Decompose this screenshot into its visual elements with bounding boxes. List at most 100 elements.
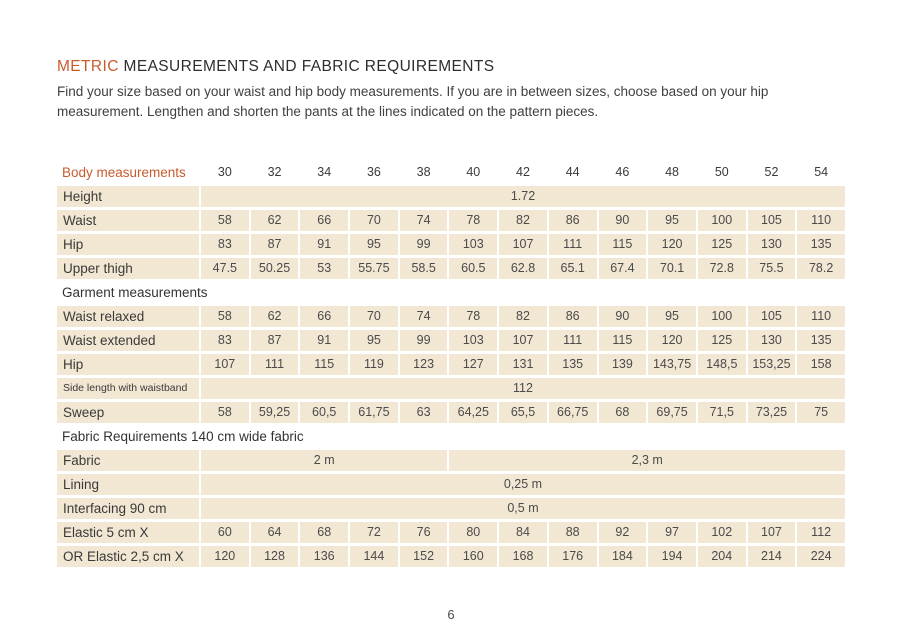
size-column-header: 36 xyxy=(366,165,381,179)
value-cell: 131 xyxy=(499,353,547,375)
value-cell: 95 xyxy=(648,209,696,231)
value-cell: 102 xyxy=(697,521,746,543)
value-cell: 139 xyxy=(598,353,647,375)
value-cell: 120 xyxy=(648,329,696,351)
value-cell: 115 xyxy=(598,329,647,351)
value-cell: 66,75 xyxy=(548,401,597,423)
value-cell: 91 xyxy=(300,233,349,255)
value-cell: 224 xyxy=(797,545,845,567)
value-cell: 70 xyxy=(350,305,398,327)
size-column-header: 42 xyxy=(516,165,530,179)
page-title: METRIC MEASUREMENTS AND FABRIC REQUIREME… xyxy=(57,58,843,76)
value-cell: 86 xyxy=(548,305,597,327)
value-cell: 125 xyxy=(697,233,746,255)
value-cell: 90 xyxy=(598,305,647,327)
value-cell: 88 xyxy=(548,521,597,543)
value-cell: 135 xyxy=(797,233,845,255)
value-cell: 99 xyxy=(399,233,448,255)
page-subtitle: Find your size based on your waist and h… xyxy=(57,84,769,120)
value-cell: 60.5 xyxy=(449,257,498,279)
merged-value-cell: 0,5 m xyxy=(201,497,845,519)
value-cell: 125 xyxy=(697,329,746,351)
value-cell: 82 xyxy=(499,305,547,327)
value-cell: 128 xyxy=(250,545,299,567)
value-cell: 107 xyxy=(499,329,547,351)
value-cell: 70 xyxy=(350,209,398,231)
merged-value-cell: 2,3 m xyxy=(449,449,845,471)
value-cell: 103 xyxy=(449,329,498,351)
value-cell: 83 xyxy=(201,233,249,255)
row-label: Height xyxy=(57,185,199,207)
value-cell: 66 xyxy=(300,305,349,327)
value-cell: 130 xyxy=(747,233,796,255)
row-label: Hip xyxy=(57,233,199,255)
row-label: Fabric xyxy=(57,449,199,471)
value-cell: 73,25 xyxy=(747,401,796,423)
size-column-header: 44 xyxy=(565,165,580,179)
value-cell: 84 xyxy=(499,521,547,543)
value-cell: 95 xyxy=(648,305,696,327)
value-cell: 130 xyxy=(747,329,796,351)
value-cell: 78 xyxy=(449,209,498,231)
row-label: Sweep xyxy=(57,401,199,423)
value-cell: 68 xyxy=(300,521,349,543)
size-column-header: 38 xyxy=(416,165,431,179)
size-column-header: 52 xyxy=(764,165,779,179)
value-cell: 115 xyxy=(598,233,647,255)
value-cell: 58 xyxy=(201,305,249,327)
value-cell: 110 xyxy=(797,209,845,231)
value-cell: 58 xyxy=(201,209,249,231)
value-cell: 64 xyxy=(250,521,299,543)
value-cell: 110 xyxy=(797,305,845,327)
value-cell: 136 xyxy=(300,545,349,567)
size-column-header: 32 xyxy=(267,165,282,179)
value-cell: 50.25 xyxy=(250,257,299,279)
value-cell: 67.4 xyxy=(598,257,647,279)
merged-value-cell: 0,25 m xyxy=(201,473,845,495)
value-cell: 74 xyxy=(399,305,448,327)
value-cell: 144 xyxy=(350,545,398,567)
value-cell: 62.8 xyxy=(499,257,547,279)
value-cell: 100 xyxy=(697,305,746,327)
value-cell: 115 xyxy=(300,353,349,375)
value-cell: 107 xyxy=(747,521,796,543)
value-cell: 160 xyxy=(449,545,498,567)
value-cell: 58 xyxy=(201,401,249,423)
value-cell: 74 xyxy=(399,209,448,231)
value-cell: 95 xyxy=(350,329,398,351)
value-cell: 64,25 xyxy=(449,401,498,423)
row-label: Lining xyxy=(57,473,199,495)
merged-value-cell: 2 m xyxy=(201,449,448,471)
table-header-label: Body measurements xyxy=(62,164,186,180)
size-column-header: 54 xyxy=(814,165,829,179)
value-cell: 71,5 xyxy=(697,401,746,423)
value-cell: 127 xyxy=(449,353,498,375)
value-cell: 152 xyxy=(399,545,448,567)
value-cell: 214 xyxy=(747,545,796,567)
value-cell: 90 xyxy=(598,209,647,231)
value-cell: 119 xyxy=(350,353,398,375)
value-cell: 91 xyxy=(300,329,349,351)
page-title-rest: MEASUREMENTS AND FABRIC REQUIREMENTS xyxy=(118,58,495,75)
section-header: Fabric Requirements 140 cm wide fabric xyxy=(62,428,304,444)
row-label: Side length with waistband xyxy=(57,377,199,399)
value-cell: 62 xyxy=(250,209,299,231)
row-label: Waist extended xyxy=(57,329,199,351)
value-cell: 76 xyxy=(399,521,448,543)
value-cell: 47.5 xyxy=(201,257,249,279)
value-cell: 92 xyxy=(598,521,647,543)
row-label: Waist xyxy=(57,209,199,231)
section-header: Garment measurements xyxy=(62,284,208,300)
value-cell: 120 xyxy=(648,233,696,255)
value-cell: 69,75 xyxy=(648,401,696,423)
value-cell: 60 xyxy=(201,521,249,543)
value-cell: 65.1 xyxy=(548,257,597,279)
size-column-header: 46 xyxy=(615,165,630,179)
value-cell: 111 xyxy=(548,329,597,351)
value-cell: 70.1 xyxy=(648,257,696,279)
value-cell: 135 xyxy=(548,353,597,375)
value-cell: 78.2 xyxy=(797,257,845,279)
row-label: Elastic 5 cm X xyxy=(57,521,199,543)
value-cell: 120 xyxy=(201,545,249,567)
value-cell: 95 xyxy=(350,233,398,255)
